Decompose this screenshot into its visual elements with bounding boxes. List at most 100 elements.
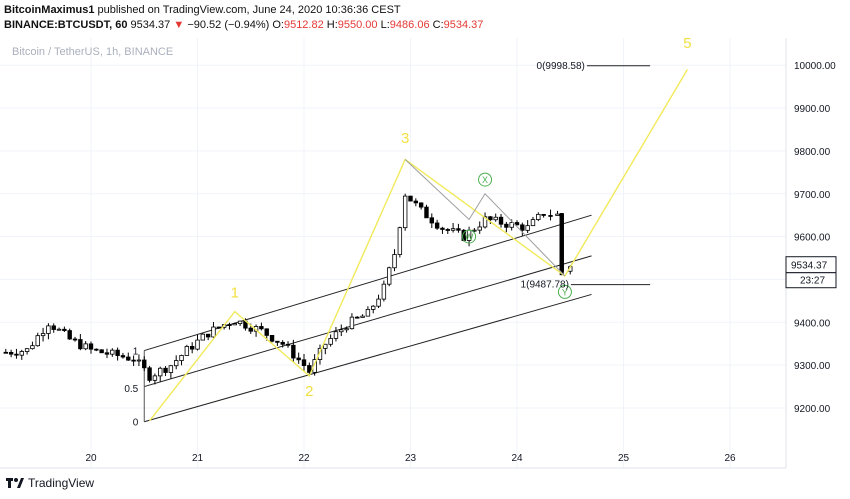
candle-down bbox=[413, 200, 419, 204]
wxy-circle bbox=[478, 172, 493, 187]
countdown-tag: 23:27 bbox=[800, 276, 825, 287]
candle-drop bbox=[559, 213, 564, 276]
price-tick-label: 9200.00 bbox=[794, 404, 831, 415]
price-tick-label: 9700.00 bbox=[794, 190, 831, 201]
time-tick-label: 21 bbox=[192, 453, 204, 464]
close-label: C: bbox=[432, 19, 444, 31]
candle-down bbox=[14, 353, 19, 356]
tradingview-logo-icon bbox=[6, 478, 24, 488]
candle-up bbox=[328, 337, 333, 345]
candles bbox=[3, 193, 573, 385]
price-tick-label: 9600.00 bbox=[794, 233, 831, 244]
wxy-circle bbox=[557, 284, 572, 299]
candle-up bbox=[173, 360, 179, 367]
wxy-label: X bbox=[482, 175, 488, 185]
candle-down bbox=[248, 327, 253, 332]
price-tick-label: 9300.00 bbox=[794, 361, 831, 372]
wxy-label: Y bbox=[562, 287, 568, 297]
grid bbox=[0, 38, 786, 468]
candle-up bbox=[179, 355, 184, 361]
countdown-box bbox=[785, 272, 837, 289]
candle-up bbox=[555, 213, 560, 216]
low-value: 9486.06 bbox=[389, 19, 430, 31]
candle-down bbox=[307, 365, 312, 373]
time-tick-label: 20 bbox=[85, 453, 97, 464]
candle-down bbox=[429, 217, 434, 224]
candle-down bbox=[78, 339, 83, 350]
candle-up bbox=[482, 216, 488, 228]
candle-up bbox=[19, 351, 24, 356]
time-axis[interactable]: 20 21 22 23 24 25 26 bbox=[85, 453, 736, 464]
candle-up bbox=[371, 305, 376, 310]
last-price-tag: 9534.37 bbox=[791, 261, 828, 272]
time-tick-label: 23 bbox=[405, 453, 417, 464]
candle-up bbox=[339, 329, 344, 333]
low-label: L: bbox=[380, 19, 390, 31]
publish-info: published on TradingView.com, June 24, 2… bbox=[97, 4, 401, 16]
plot-area bbox=[0, 38, 786, 468]
candle-up bbox=[35, 335, 40, 347]
candle-up bbox=[323, 343, 328, 349]
candle-up bbox=[509, 222, 514, 228]
candle-down bbox=[104, 352, 110, 355]
candle-up bbox=[110, 349, 115, 355]
author-name[interactable]: BitcoinMaximus1 bbox=[4, 4, 95, 16]
time-tick-label: 25 bbox=[618, 453, 630, 464]
candle-up bbox=[237, 320, 243, 324]
candle-up bbox=[397, 227, 403, 255]
candle-down bbox=[488, 216, 493, 221]
candle-up bbox=[360, 315, 365, 318]
wxy-circle bbox=[462, 229, 477, 244]
wave-label: 1 bbox=[231, 284, 239, 301]
price-tick-label: 9800.00 bbox=[794, 147, 831, 158]
fib-level-label: 1(9487.78) bbox=[521, 280, 569, 291]
candle-up bbox=[195, 339, 200, 350]
candle-up bbox=[317, 347, 323, 360]
candle-up bbox=[392, 254, 397, 269]
candle-up bbox=[184, 346, 190, 356]
candle-down bbox=[120, 355, 126, 358]
elliott-wave-path bbox=[149, 69, 689, 422]
candle-up bbox=[136, 359, 142, 362]
candle-up bbox=[493, 216, 498, 221]
candle-down bbox=[275, 340, 280, 343]
candle-up bbox=[83, 343, 88, 350]
wxy-path bbox=[404, 159, 566, 277]
candle-down bbox=[418, 202, 424, 208]
candle-down bbox=[408, 195, 413, 202]
channel-line-lower bbox=[144, 293, 592, 423]
candle-up bbox=[30, 345, 35, 350]
candle-down bbox=[8, 351, 14, 355]
candle-up bbox=[232, 323, 237, 326]
candle-down bbox=[51, 325, 56, 330]
chart-title: Bitcoin / TetherUS, 1h, BINANCE bbox=[12, 46, 173, 58]
high-value: 9550.00 bbox=[337, 19, 378, 31]
candle-down bbox=[264, 328, 269, 336]
candle-up bbox=[344, 328, 349, 331]
open-label: O: bbox=[272, 19, 284, 31]
candle-down bbox=[67, 330, 72, 340]
candle-up bbox=[365, 308, 371, 317]
close-value: 9534.37 bbox=[443, 19, 484, 31]
candle-up bbox=[158, 367, 163, 377]
time-tick-label: 24 bbox=[511, 453, 523, 464]
candle-down bbox=[189, 346, 195, 350]
candle-up bbox=[477, 226, 482, 231]
candle-up bbox=[525, 225, 530, 231]
candle-down bbox=[131, 359, 136, 362]
wave-label: 3 bbox=[401, 130, 409, 147]
candle-down bbox=[94, 348, 99, 351]
candle-down bbox=[142, 359, 147, 369]
channel-line-mid bbox=[144, 255, 592, 388]
tradingview-brand[interactable]: TradingView bbox=[28, 476, 95, 490]
candle-up bbox=[376, 298, 381, 307]
candle-down bbox=[126, 356, 131, 361]
candle-down bbox=[285, 343, 291, 346]
candle-up bbox=[211, 326, 216, 338]
channel-level-label: 0.5 bbox=[124, 384, 138, 395]
candle-up bbox=[312, 359, 317, 373]
candle-down bbox=[227, 324, 232, 326]
price-axis[interactable]: 9200.009300.009400.009500.009600.009700.… bbox=[794, 61, 836, 415]
candle-up bbox=[450, 228, 456, 231]
